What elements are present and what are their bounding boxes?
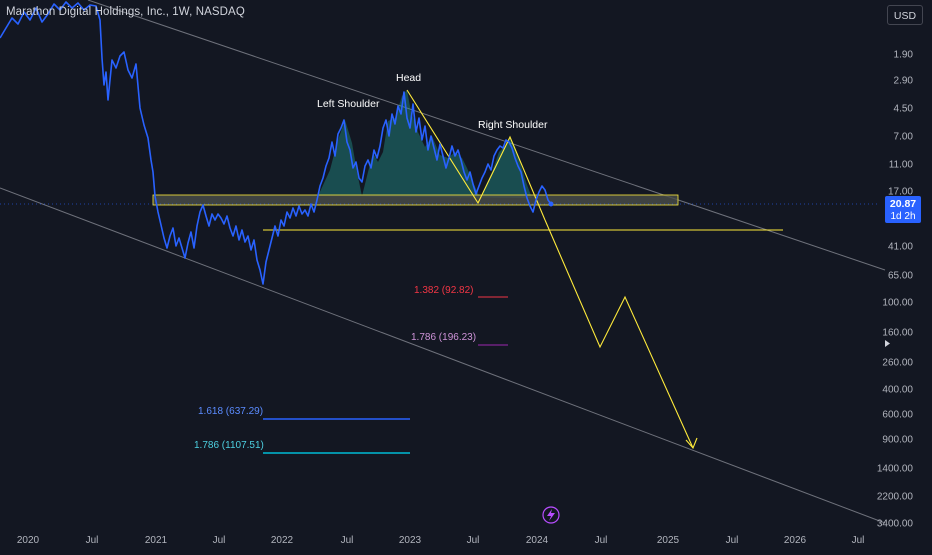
label-right-shoulder: Right Shoulder (478, 119, 548, 131)
trendline-group (0, 0, 886, 524)
y-tick-label: 1.90 (894, 50, 914, 61)
x-tick-label: Jul (595, 535, 608, 546)
price-series-line[interactable] (0, 1, 552, 285)
caret-right-icon[interactable] (885, 340, 890, 347)
label-head: Head (396, 72, 421, 84)
x-tick-label: Jul (726, 535, 739, 546)
fib-label-1786-196: 1.786 (196.23) (411, 332, 476, 343)
y-tick-label: 100.00 (882, 298, 913, 309)
y-tick-label: 65.00 (888, 271, 913, 282)
y-tick-label: 11.00 (889, 160, 914, 171)
x-tick-label: 2026 (784, 535, 807, 546)
y-tick-label: 160.00 (882, 328, 913, 339)
x-tick-label: 2022 (271, 535, 294, 546)
time-axis[interactable]: 2020 Jul 2021 Jul 2022 Jul 2023 Jul 2024 Jul 2025 J… (17, 535, 865, 546)
currency-button[interactable]: USD (887, 5, 923, 25)
y-tick-label: 900.00 (882, 435, 913, 446)
head-right-edge (406, 89, 546, 221)
pattern-outline (263, 89, 783, 231)
x-tick-label: 2023 (399, 535, 422, 546)
x-tick-label: 2024 (526, 535, 549, 546)
y-tick-label: 7.00 (894, 132, 914, 143)
x-tick-label: 2020 (17, 535, 40, 546)
y-tick-label: 41.00 (888, 242, 913, 253)
symbol-title[interactable]: Marathon Digital Holdings, Inc., 1W, NAS… (6, 6, 245, 18)
y-tick-label: 2.90 (894, 76, 914, 87)
x-tick-label: 2021 (145, 535, 168, 546)
bar-countdown: 1d 2h (890, 211, 915, 222)
head-shoulders-fill (318, 90, 532, 198)
y-tick-label: 400.00 (882, 385, 913, 396)
last-price-tag: 20.87 1d 2h (885, 196, 921, 223)
x-tick-label: Jul (341, 535, 354, 546)
x-tick-label: Jul (467, 535, 480, 546)
y-tick-label: 260.00 (882, 358, 913, 369)
y-tick-label: 4.50 (894, 104, 914, 115)
x-tick-label: Jul (852, 535, 865, 546)
lightning-icon[interactable] (542, 506, 560, 524)
support-zone[interactable] (152, 194, 679, 206)
y-tick-label: 2200.00 (877, 492, 914, 503)
fib-label-1382-92: 1.382 (92.82) (414, 285, 474, 296)
last-price-value: 20.87 (890, 198, 916, 210)
x-tick-label: Jul (86, 535, 99, 546)
upper-trendline[interactable] (87, 0, 886, 271)
y-tick-label: 1400.00 (877, 464, 914, 475)
last-price-dot (548, 201, 554, 207)
y-tick-label: 3400.00 (877, 519, 914, 530)
projection-arrowhead (685, 437, 698, 450)
y-tick-label: 600.00 (882, 410, 913, 421)
fib-label-1618-637: 1.618 (637.29) (198, 406, 263, 417)
lower-trendline[interactable] (0, 187, 886, 524)
price-series-group (0, 1, 552, 285)
y-tick-label: 17.00 (888, 187, 913, 198)
x-tick-label: Jul (213, 535, 226, 546)
fib-label-1786-1107: 1.786 (1107.51) (194, 440, 264, 451)
label-left-shoulder: Left Shoulder (317, 98, 380, 110)
projection-path[interactable] (544, 219, 694, 449)
price-axis[interactable]: 1.90 2.90 4.50 7.00 11.00 17.00 41.00 65.00 100.… (877, 50, 914, 530)
x-tick-label: 2025 (657, 535, 680, 546)
